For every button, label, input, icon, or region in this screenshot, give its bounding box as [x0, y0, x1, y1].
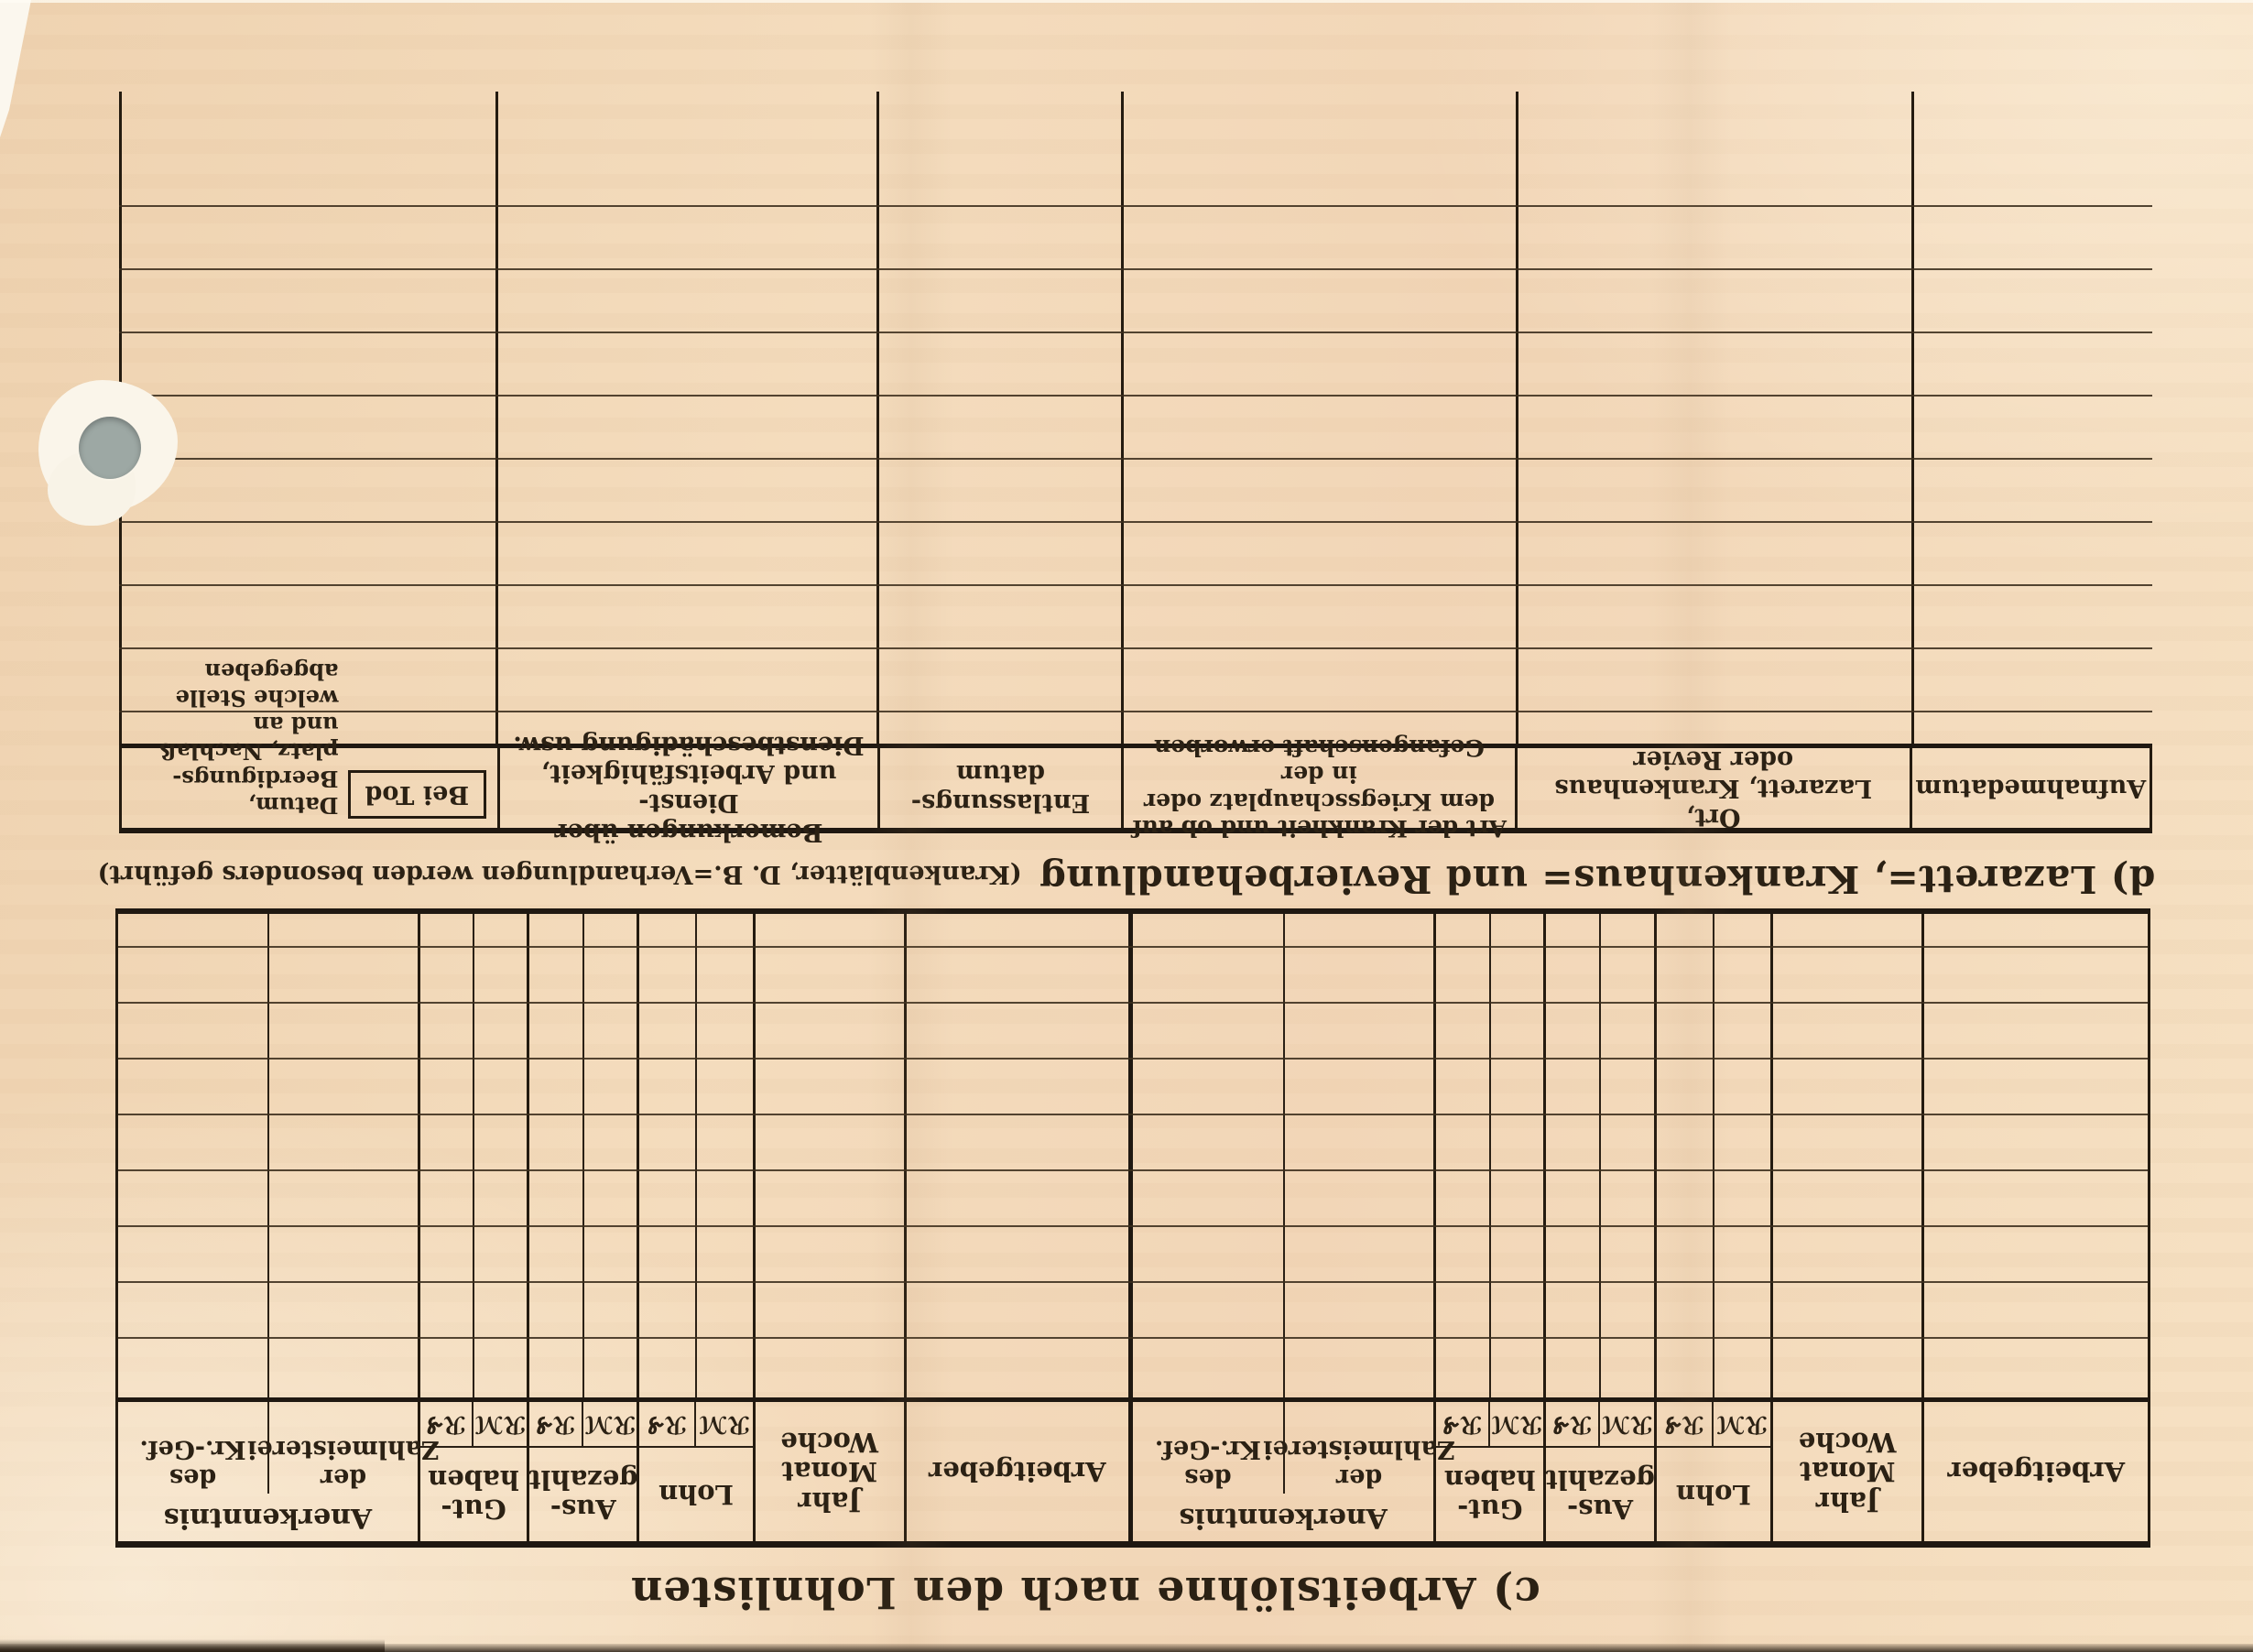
punch-hole [79, 417, 141, 479]
body-col-jahr-monat-woche [752, 914, 904, 1397]
wage-table-body [115, 908, 2150, 1397]
bei-tod-label: Bei Tod [365, 780, 470, 809]
col-header-lohn: Lohn ℛℳ ℛ₰ [1653, 1402, 1770, 1541]
currency-subheader: ℛℳ ℛ₰ [529, 1402, 637, 1448]
hospital-table-body [119, 92, 2152, 744]
body-col-ausgezahlt [1543, 914, 1654, 1397]
body-col-art-der-krankheit [1121, 92, 1516, 744]
wage-table-body-left-half [1133, 914, 2148, 1397]
section-c-title: c) Arbeitslöhne nach den Lohnlisten [630, 1567, 1540, 1617]
section-d-title-note: (Krankenblätter, D. B.=Verhandlungen wer… [97, 860, 1022, 888]
col-header-jahr-monat-woche: Jahr Monat Woche [752, 1402, 904, 1541]
currency-mark-label: ℛℳ [1491, 1410, 1542, 1438]
body-col-lohn [1653, 914, 1770, 1397]
col-header-anerkenntnis: Anerkenntnis der Zahlmeisterei des Kr.-G… [1133, 1402, 1455, 1541]
currency-mark-label: ℛℳ [1601, 1410, 1653, 1438]
section-d-title: d) Lazarett=, Krankenhaus= und Revierbeh… [0, 857, 2253, 901]
card-bottom-edge-shadow [0, 1639, 385, 1652]
body-col-bei-tod [119, 92, 496, 744]
col-header-lohn: Lohn ℛℳ ℛ₰ [637, 1402, 753, 1541]
anerkenntnis-subheader: der Zahlmeisterei des Kr.-Gef. [118, 1402, 440, 1494]
body-col-lohn [637, 914, 753, 1397]
anerkenntnis-subheader: der Zahlmeisterei des Kr.-Gef. [1133, 1402, 1455, 1494]
body-col-bemerkungen [495, 92, 877, 744]
col-header-bemerkungen: Bemerkungen über Dienst- und Arbeitsfähi… [497, 731, 877, 846]
col-header-art-der-krankheit: Art der Krankheit und ob auf dem Kriegss… [1121, 734, 1515, 842]
currency-pfennig-label: ℛ₰ [1546, 1402, 1601, 1446]
body-col-entlassungsdatum [876, 92, 1122, 744]
wage-table-header-left-half: Arbeitgeber Jahr Monat Woche Lohn ℛℳ ℛ₰ … [1133, 1402, 2148, 1541]
body-col-ausgezahlt [527, 914, 637, 1397]
hospital-table-header: Aufnahmedatum Ort, Lazarett, Krankenhaus… [119, 658, 2152, 846]
currency-subheader: ℛℳ ℛ₰ [639, 1402, 753, 1448]
currency-mark-label: ℛℳ [584, 1410, 636, 1438]
wage-table-header-right-half: Arbeitgeber Jahr Monat Woche Lohn ℛℳ ℛ₰ … [118, 1402, 1133, 1541]
subcol-zahlmeisterei: der Zahlmeisterei [247, 1434, 440, 1492]
col-header-arbeitgeber: Arbeitgeber [1921, 1402, 2148, 1541]
currency-mark-label: ℛℳ [699, 1410, 750, 1438]
body-col-ort-lazarett [1515, 92, 1911, 744]
currency-subheader: ℛℳ ℛ₰ [1546, 1402, 1654, 1448]
body-col-aufnahmedatum [1910, 92, 2152, 744]
body-col-jahr-monat-woche [1769, 914, 1922, 1397]
col-header-ausgezahlt: Aus- gezahlt ℛℳ ℛ₰ [527, 1402, 638, 1541]
wage-table: Arbeitgeber Jahr Monat Woche Lohn ℛℳ ℛ₰ … [115, 908, 2150, 1548]
body-col-anerkenntnis [118, 914, 418, 1397]
section-d-title-main: d) Lazarett=, Krankenhaus= und Revierbeh… [1039, 857, 2156, 901]
wage-table-header: Arbeitgeber Jahr Monat Woche Lohn ℛℳ ℛ₰ … [115, 1397, 2150, 1548]
currency-pfennig-label: ℛ₰ [639, 1402, 697, 1446]
col-header-ausgezahlt: Aus- gezahlt ℛℳ ℛ₰ [1543, 1402, 1655, 1541]
col-header-arbeitgeber: Arbeitgeber [903, 1402, 1128, 1541]
col-header-jahr-monat-woche: Jahr Monat Woche [1769, 1402, 1922, 1541]
currency-mark-label: ℛℳ [474, 1410, 526, 1438]
col-header-entlassungsdatum: Entlassungs- datum [876, 748, 1122, 828]
bei-tod-box: Bei Tod [347, 770, 487, 819]
body-col-arbeitgeber [1921, 914, 2148, 1397]
currency-pfennig-label: ℛ₰ [1657, 1402, 1714, 1446]
hospital-table: Aufnahmedatum Ort, Lazarett, Krankenhaus… [119, 92, 2152, 846]
card-top-edge [0, 0, 2253, 3]
col-header-aufnahmedatum: Aufnahmedatum [1909, 748, 2150, 828]
body-col-anerkenntnis [1133, 914, 1433, 1397]
currency-mark-label: ℛℳ [1716, 1410, 1768, 1438]
subcol-zahlmeisterei: der Zahlmeisterei [1263, 1434, 1455, 1492]
body-col-guthaben [417, 914, 528, 1397]
currency-subheader: ℛℳ ℛ₰ [1656, 1402, 1770, 1448]
body-col-guthaben [1433, 914, 1544, 1397]
col-header-anerkenntnis: Anerkenntnis der Zahlmeisterei des Kr.-G… [118, 1402, 440, 1541]
card-bottom-edge-shadow [0, 1644, 2253, 1652]
body-col-arbeitgeber [903, 914, 1128, 1397]
col-header-ort-lazarett: Ort, Lazarett, Krankenhaus oder Revier [1514, 745, 1910, 831]
currency-pfennig-label: ℛ₰ [529, 1402, 583, 1446]
subcol-kr-gef: des Kr.-Gef. [1133, 1402, 1285, 1494]
wage-table-body-right-half [118, 914, 1133, 1397]
col-header-bei-tod: Bei Tod Datum, Beerdigungs- platz, Nachl… [122, 658, 497, 828]
subcol-kr-gef: des Kr.-Gef. [118, 1402, 270, 1494]
